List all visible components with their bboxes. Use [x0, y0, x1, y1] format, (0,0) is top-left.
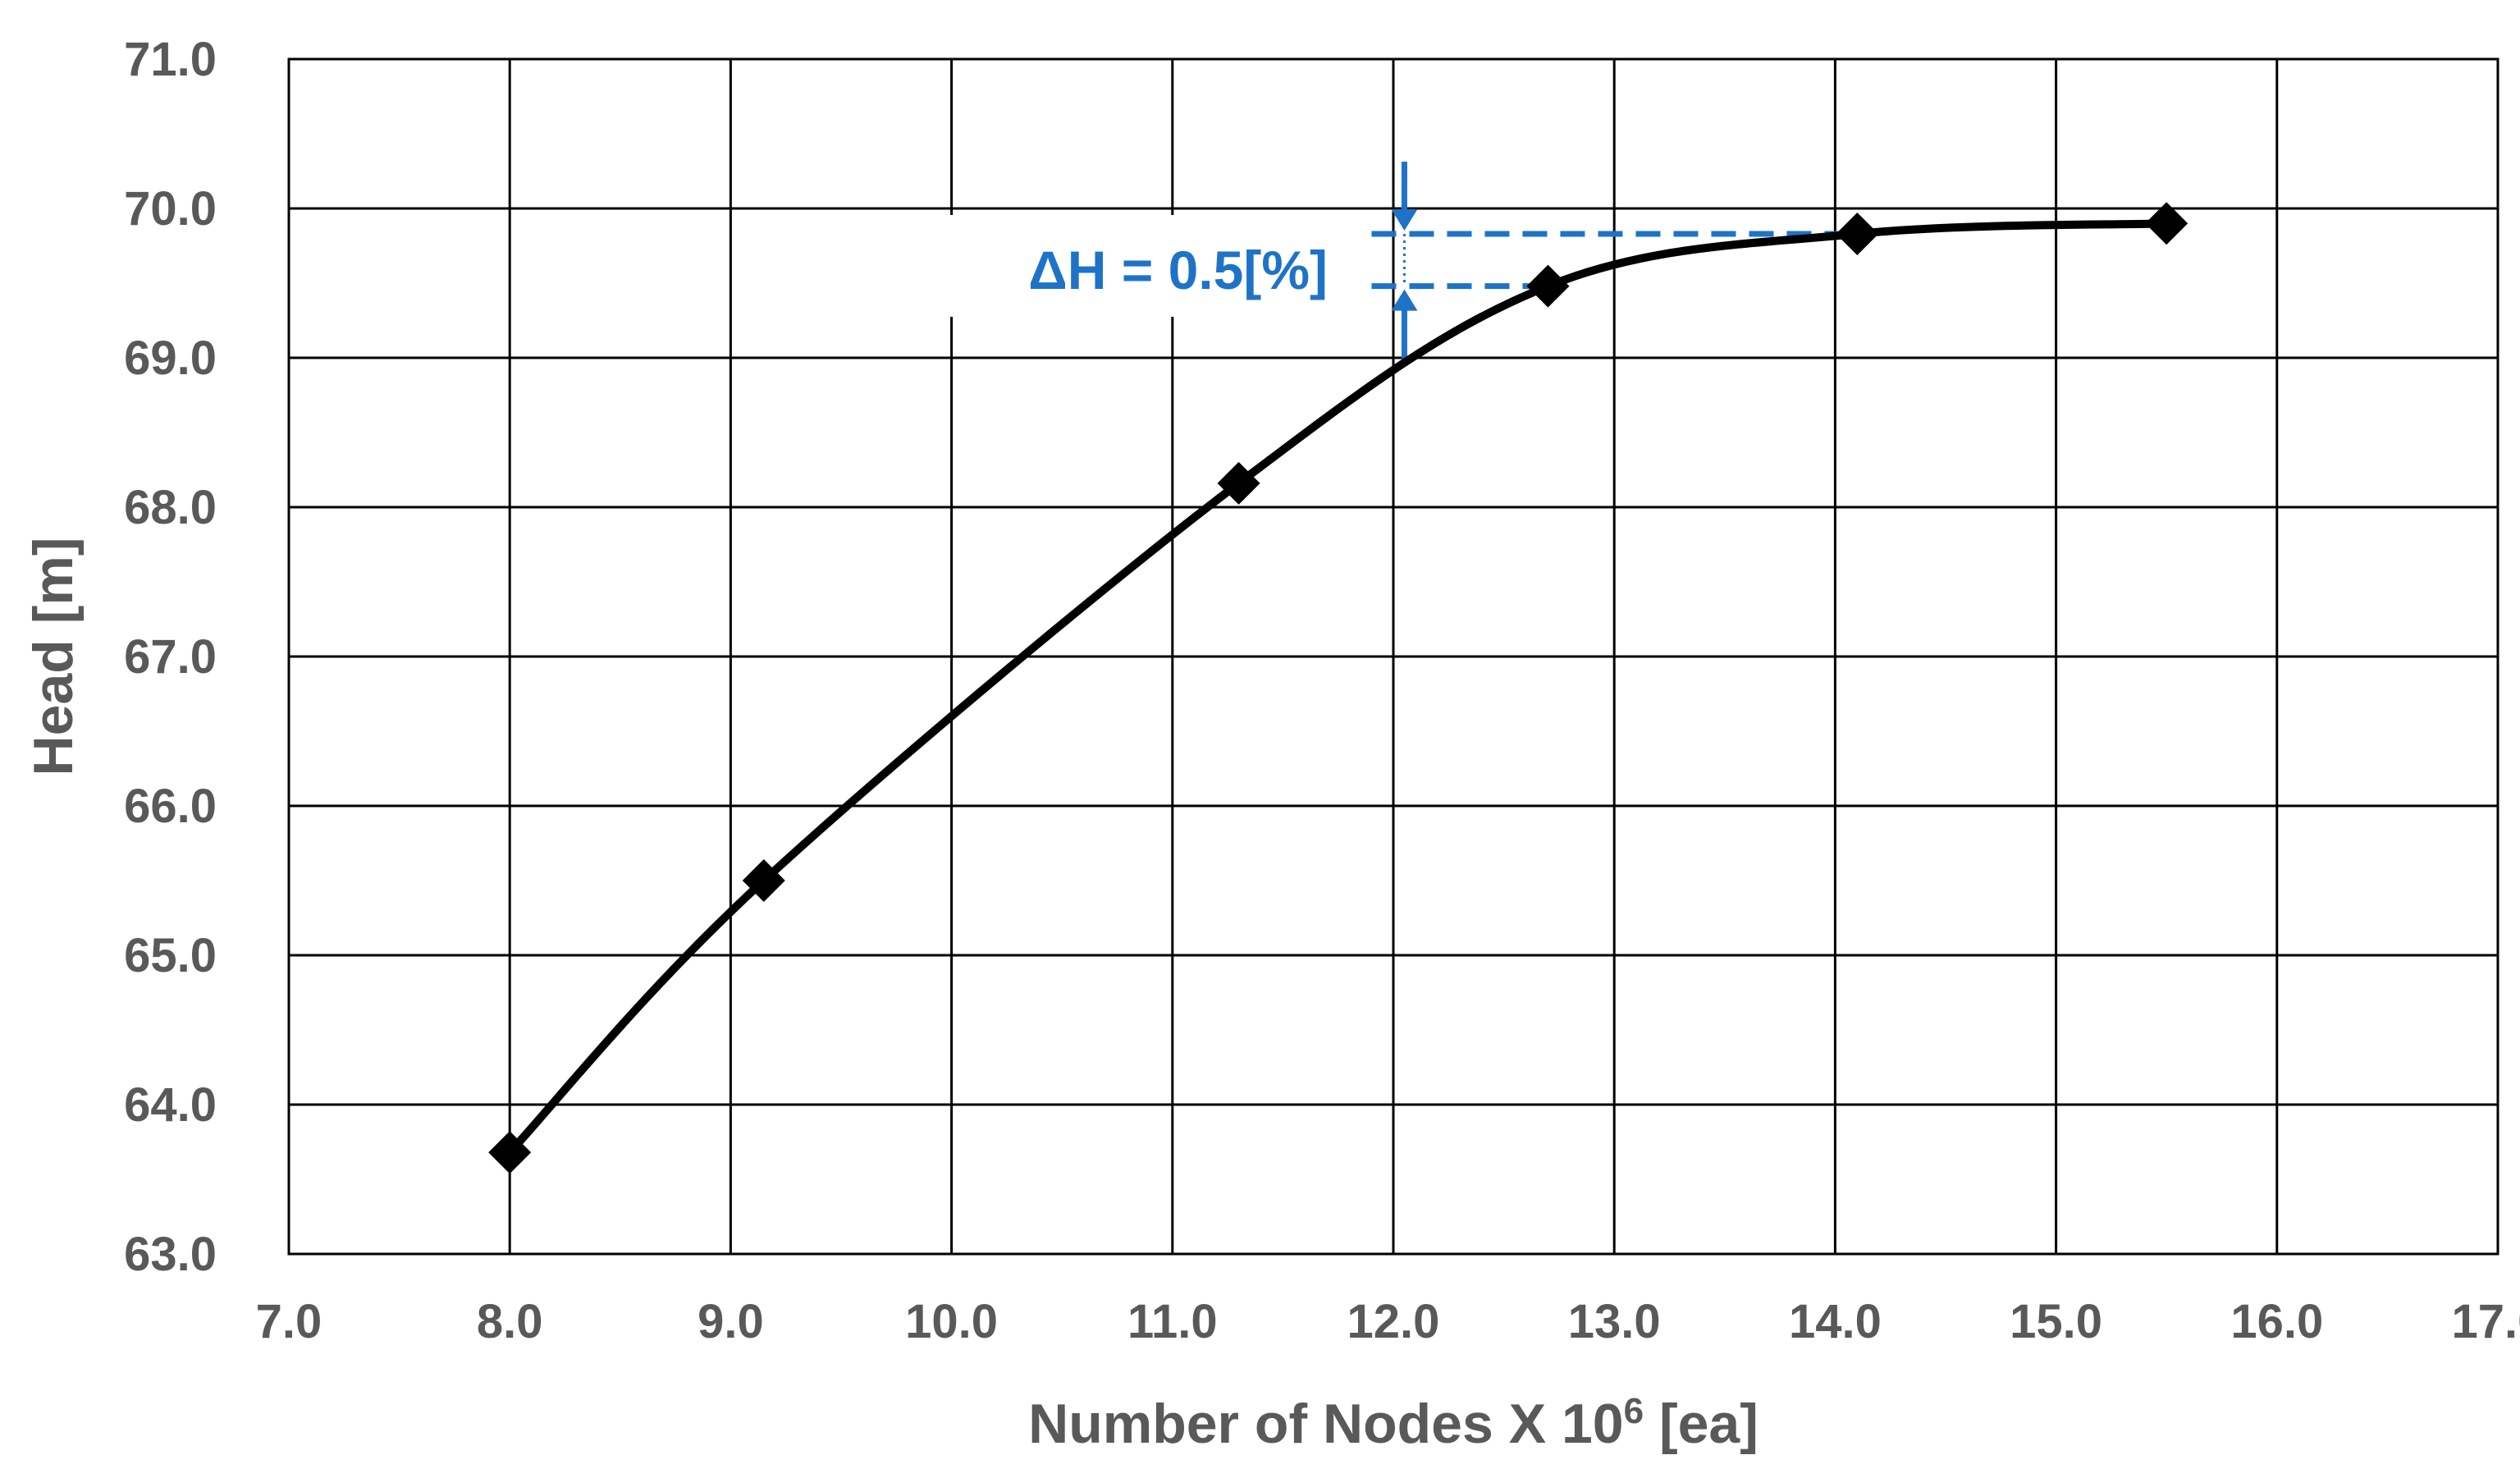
x-tick-label: 7.0	[256, 1295, 322, 1348]
upper-arrow-head	[1391, 208, 1418, 231]
x-axis-tick-labels: 7.0 8.0 9.0 10.0 11.0 12.0 13.0 14.0 15.0 16.0 17.…	[256, 1295, 2520, 1348]
y-tick-label: 67.0	[124, 630, 217, 684]
data-point-marker	[742, 859, 785, 902]
data-point-marker	[1836, 212, 1879, 255]
plot-area-frame	[287, 57, 2499, 1256]
x-tick-label: 10.0	[905, 1295, 998, 1348]
data-point-marker	[488, 1131, 532, 1174]
x-tick-label: 13.0	[1568, 1295, 1661, 1348]
y-tick-label: 69.0	[124, 332, 217, 385]
data-point-marker	[2145, 202, 2188, 245]
y-axis-title: Head [m]	[22, 538, 85, 776]
x-axis-title-text: Number of Nodes X 10	[1028, 1393, 1624, 1455]
x-tick-label: 8.0	[477, 1295, 543, 1348]
data-point-marker	[1526, 264, 1570, 308]
x-tick-label: 9.0	[697, 1295, 764, 1348]
x-tick-label: 16.0	[2230, 1295, 2323, 1348]
x-tick-label: 12.0	[1347, 1295, 1440, 1348]
x-tick-label: 17.0	[2452, 1295, 2520, 1348]
lower-arrow-head	[1391, 289, 1418, 311]
delta-h-annotation	[942, 161, 1858, 359]
y-tick-label: 63.0	[124, 1228, 217, 1281]
y-tick-label: 64.0	[124, 1078, 217, 1132]
y-axis-tick-labels: 63.0 64.0 65.0 66.0 67.0 68.0 69.0 70.0 71.0	[124, 33, 217, 1281]
annotation-label-background	[942, 215, 1342, 317]
x-axis-title-suffix: [ea]	[1644, 1393, 1759, 1455]
head-series	[488, 202, 2188, 1174]
y-tick-label: 68.0	[124, 481, 217, 534]
y-tick-label: 66.0	[124, 780, 217, 833]
y-tick-label: 71.0	[124, 33, 217, 86]
x-axis-title: Number of Nodes X 106 [ea]	[1028, 1391, 1759, 1455]
x-axis-title-superscript: 6	[1624, 1391, 1644, 1431]
x-tick-label: 11.0	[1127, 1295, 1218, 1348]
data-point-marker	[1217, 461, 1260, 505]
x-tick-label: 15.0	[2010, 1295, 2102, 1348]
x-tick-label: 14.0	[1789, 1295, 1882, 1348]
y-tick-label: 70.0	[124, 182, 217, 236]
y-tick-label: 65.0	[124, 929, 217, 982]
delta-h-label: ΔH = 0.5[%]	[1028, 240, 1328, 300]
